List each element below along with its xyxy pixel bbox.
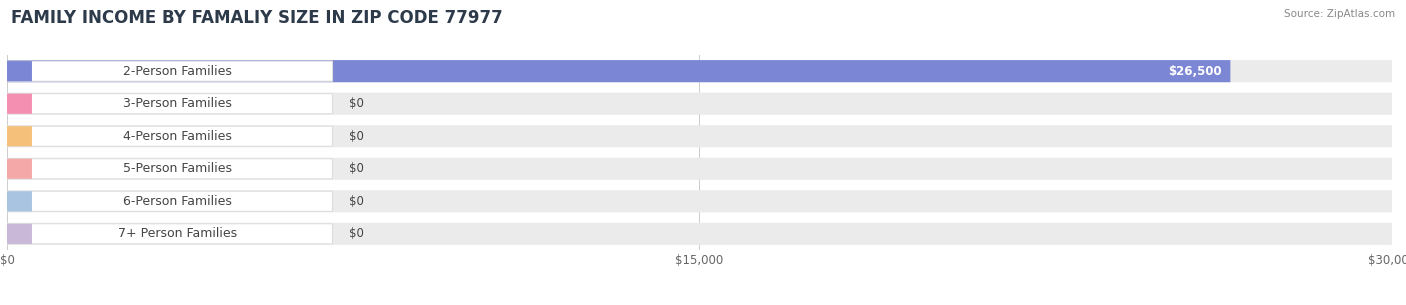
FancyBboxPatch shape — [7, 223, 1392, 245]
FancyBboxPatch shape — [7, 159, 32, 179]
Text: 3-Person Families: 3-Person Families — [122, 97, 232, 110]
FancyBboxPatch shape — [7, 61, 332, 81]
FancyBboxPatch shape — [7, 60, 1392, 82]
Text: $0: $0 — [349, 227, 364, 240]
FancyBboxPatch shape — [7, 126, 332, 146]
Text: Source: ZipAtlas.com: Source: ZipAtlas.com — [1284, 9, 1395, 19]
Text: $0: $0 — [349, 130, 364, 143]
FancyBboxPatch shape — [7, 125, 1392, 147]
Text: 2-Person Families: 2-Person Families — [122, 65, 232, 78]
Text: $26,500: $26,500 — [1168, 65, 1222, 78]
Text: $0: $0 — [349, 97, 364, 110]
FancyBboxPatch shape — [7, 93, 1392, 115]
Text: 6-Person Families: 6-Person Families — [122, 195, 232, 208]
Text: 7+ Person Families: 7+ Person Families — [118, 227, 236, 240]
FancyBboxPatch shape — [7, 159, 332, 179]
FancyBboxPatch shape — [7, 61, 32, 81]
FancyBboxPatch shape — [7, 191, 32, 211]
FancyBboxPatch shape — [7, 126, 32, 146]
Text: $0: $0 — [349, 162, 364, 175]
FancyBboxPatch shape — [7, 191, 332, 211]
FancyBboxPatch shape — [7, 94, 332, 114]
Text: 5-Person Families: 5-Person Families — [122, 162, 232, 175]
FancyBboxPatch shape — [7, 60, 1230, 82]
Text: FAMILY INCOME BY FAMALIY SIZE IN ZIP CODE 77977: FAMILY INCOME BY FAMALIY SIZE IN ZIP COD… — [11, 9, 503, 27]
FancyBboxPatch shape — [7, 158, 1392, 180]
FancyBboxPatch shape — [7, 224, 332, 244]
FancyBboxPatch shape — [7, 94, 32, 114]
Text: 4-Person Families: 4-Person Families — [122, 130, 232, 143]
Text: $0: $0 — [349, 195, 364, 208]
FancyBboxPatch shape — [7, 224, 32, 244]
FancyBboxPatch shape — [7, 190, 1392, 212]
